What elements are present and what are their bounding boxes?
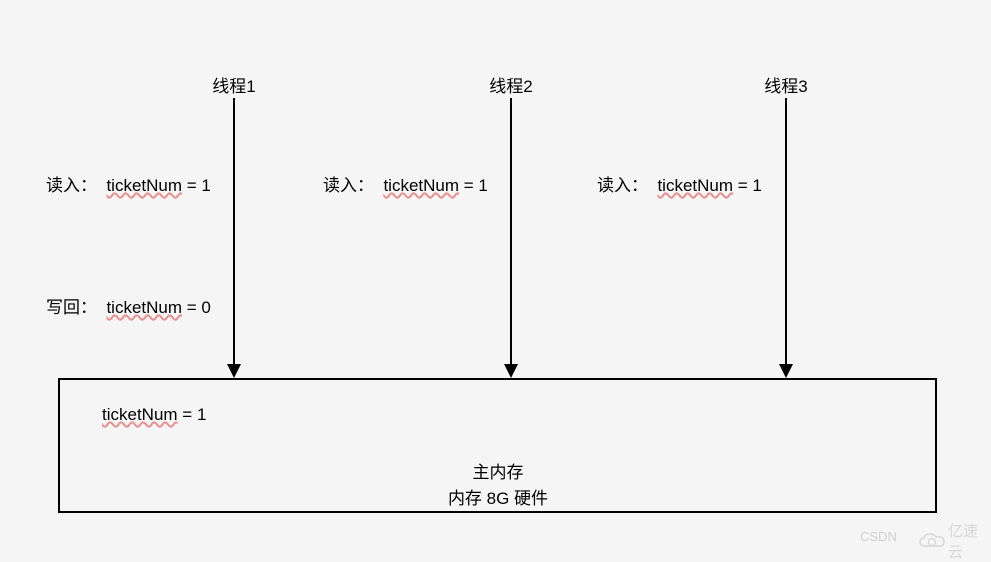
thread-2-label: 线程2 [489,72,532,97]
memory-title: 主内存 [473,458,524,483]
cloud-icon [918,532,946,550]
thread-3-read-annotation: 读入： ticketNum = 1 [597,171,762,196]
memory-content: ticketNum = 1 [102,405,206,425]
annotation-prefix: 读入： [597,176,648,195]
thread-1-arrow-head [227,364,241,378]
annotation-value: = 1 [733,176,762,195]
thread-3-label: 线程3 [764,72,807,97]
watermark-csdn: CSDN [860,529,897,544]
annotation-var: ticketNum [383,176,459,195]
watermark-logo-text: 亿速云 [948,520,991,562]
thread-2-read-annotation: 读入： ticketNum = 1 [323,171,488,196]
thread-2-arrow-head [504,364,518,378]
annotation-prefix: 写回： [46,298,97,317]
annotation-var: ticketNum [657,176,733,195]
watermark-logo: 亿速云 [918,520,991,562]
thread-1-label: 线程1 [212,72,255,97]
annotation-var: ticketNum [106,298,182,317]
annotation-value: = 1 [182,176,211,195]
memory-value: = 1 [178,405,207,424]
memory-subtitle: 内存 8G 硬件 [448,484,548,509]
thread-3-arrow-head [779,364,793,378]
annotation-prefix: 读入： [46,176,97,195]
thread-2-arrow-line [510,98,512,364]
thread-1-read-annotation: 读入： ticketNum = 1 [46,171,211,196]
diagram-root: 线程1 读入： ticketNum = 1 写回： ticketNum = 0 … [0,0,991,559]
annotation-value: = 1 [459,176,488,195]
memory-var: ticketNum [102,405,178,424]
annotation-var: ticketNum [106,176,182,195]
thread-1-write-annotation: 写回： ticketNum = 0 [46,293,211,318]
annotation-prefix: 读入： [323,176,374,195]
thread-3-arrow-line [785,98,787,364]
annotation-value: = 0 [182,298,211,317]
thread-1-arrow-line [233,98,235,364]
